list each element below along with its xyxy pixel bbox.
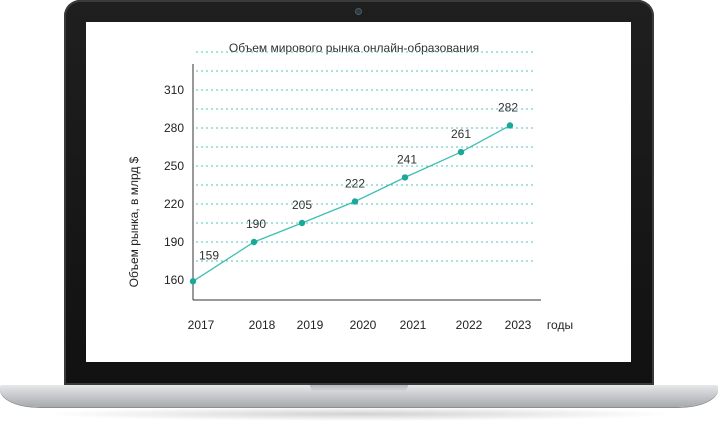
market-chart: Объем мирового рынка онлайн-образования … [127,41,573,332]
data-label: 282 [498,100,518,114]
data-label: 205 [292,198,312,212]
data-point [189,278,197,285]
y-tick-label: 280 [164,121,184,135]
data-point [351,198,359,205]
laptop-shadow [40,407,678,421]
y-tick-label: 310 [164,83,184,97]
laptop-notch [310,385,408,392]
data-point [250,238,258,246]
x-tick-label: 2017 [188,318,215,332]
laptop-base [0,385,718,407]
x-tick-label: 2022 [456,318,483,332]
grid-lines [196,51,536,262]
data-label: 159 [199,248,219,262]
data-label: 241 [397,152,417,166]
y-axis-label: Объем рынка, в млрд $ [127,156,141,287]
chart-title: Объем мирового рынка онлайн-образования [229,41,479,55]
y-tick-label: 160 [164,273,184,287]
series-line [192,124,511,282]
x-axis-label: годы [547,318,573,332]
x-tick-label: 2021 [400,318,427,332]
data-points [189,122,514,285]
x-tick-label: 2023 [505,318,532,332]
data-label: 261 [451,127,471,141]
camera-icon [355,8,362,15]
data-point [506,122,514,129]
laptop-screen [86,22,631,362]
data-label: 222 [345,176,365,190]
data-labels: 159 190 205 222 241 261 282 [199,100,518,262]
y-tick-label: 190 [164,235,184,249]
x-tick-label: 2020 [350,318,377,332]
data-point [457,148,465,156]
data-point [298,219,306,227]
data-point [401,174,409,181]
y-tick-labels: 160 190 220 250 280 310 [164,83,184,287]
x-tick-labels: 2017 2018 2019 2020 2021 2022 2023 [188,318,532,332]
x-tick-label: 2019 [297,318,324,332]
y-tick-label: 220 [164,197,184,211]
y-tick-label: 250 [164,159,184,173]
x-tick-label: 2018 [249,318,276,332]
data-label: 190 [246,217,266,231]
